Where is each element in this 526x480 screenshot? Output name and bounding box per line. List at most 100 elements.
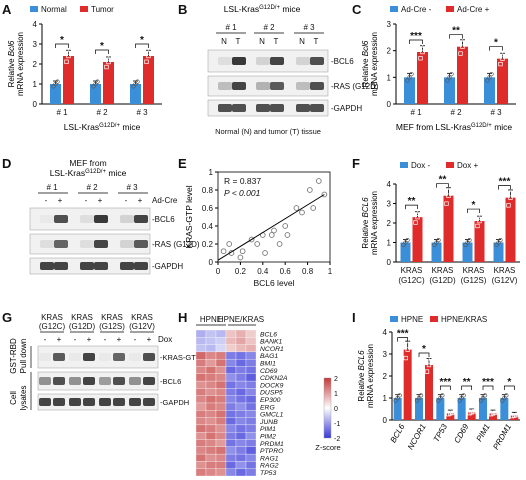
h-gene-label: BAG1 — [260, 353, 278, 360]
h-cell — [205, 468, 217, 477]
h-cell — [205, 461, 217, 469]
panel-a-chart: 0 1 2 3 4 Relative Bcl6mRNA expression * # 1 * # … — [7, 5, 162, 132]
d-band-label: -GAPDH — [152, 262, 183, 271]
e-y-tick-label: 0 — [209, 258, 214, 267]
i-point — [514, 412, 519, 418]
b-group-label: # 1 — [225, 23, 237, 32]
e-y-tick-label: 0.4 — [202, 222, 214, 231]
d-band — [80, 240, 94, 248]
g-col-label: (G12D) — [69, 322, 96, 331]
d-band — [54, 262, 68, 270]
h-cell — [195, 380, 207, 389]
g-band — [69, 353, 81, 361]
g-band — [129, 353, 141, 361]
c-legend-swatch — [446, 6, 454, 12]
h-scale-label: -1 — [334, 421, 340, 428]
e-point — [276, 241, 283, 247]
c-bar-b — [417, 52, 428, 104]
a-y-tick-label: 1 — [33, 80, 38, 89]
i-sig-label: *** — [439, 377, 451, 388]
i-y-tick-label: 4 — [383, 328, 388, 337]
g-band — [99, 353, 111, 361]
g-band — [39, 353, 51, 361]
h-gene-label: PIM2 — [260, 434, 276, 441]
f-sig-bracket — [467, 208, 480, 214]
c-point — [500, 56, 505, 61]
c-bar-b — [457, 46, 468, 104]
h-cell — [215, 424, 227, 433]
h-cell — [235, 329, 247, 338]
e-y-label: KRAS-GTP level — [184, 185, 194, 248]
g-treat-label: - — [44, 335, 47, 344]
d-treat-label: - — [85, 196, 88, 205]
g-band — [39, 377, 51, 385]
panel-b-blot: LSL-KrasG12D/+ mice# 1 # 2 # 3N T N T N T-BCL6-… — [207, 4, 379, 136]
g-band — [53, 398, 65, 406]
f-point — [413, 220, 418, 225]
g-band — [143, 377, 155, 385]
i-sig-label: * — [507, 377, 511, 388]
d-group-label: # 2 — [86, 183, 98, 192]
d-title: LSL-KrasG12D/+ mice — [50, 168, 127, 178]
a-point — [148, 48, 153, 53]
h-cell — [225, 453, 237, 462]
h-gene-label: PRDM1 — [260, 441, 284, 448]
h-cell — [215, 395, 227, 404]
h-cell — [245, 453, 257, 462]
h-cell — [245, 373, 257, 382]
d-treat-label: + — [138, 196, 143, 205]
h-cell — [195, 417, 207, 426]
h-cell — [195, 453, 207, 462]
f-point — [415, 214, 420, 220]
b-lane-label: N — [259, 37, 265, 46]
e-point — [226, 241, 233, 247]
h-cell — [245, 461, 257, 469]
h-gene-label: PTPRO — [260, 448, 284, 455]
a-bar-a — [130, 84, 141, 104]
h-cell — [205, 402, 217, 411]
c-bar-a — [404, 77, 415, 104]
f-bar-b — [474, 221, 485, 262]
f-y-tick-label: 2 — [387, 219, 392, 228]
e-x-tick-label: 0.6 — [280, 267, 292, 276]
f-point — [467, 238, 472, 243]
i-point — [426, 362, 432, 368]
h-cell — [225, 446, 237, 455]
i-sig-bracket — [482, 385, 494, 390]
f-legend-swatch — [400, 162, 408, 168]
b-band — [310, 104, 324, 112]
d-band — [40, 240, 54, 248]
e-point — [310, 205, 317, 211]
h-cell — [215, 461, 227, 469]
f-sig-label: *** — [499, 177, 511, 188]
c-bar-b — [497, 58, 508, 104]
b-band-label: -BCL6 — [331, 57, 354, 66]
i-point — [416, 395, 422, 401]
c-x-tick-label: # 3 — [490, 108, 502, 117]
c-point — [449, 71, 454, 77]
i-bar-a — [479, 398, 487, 420]
h-cell — [235, 351, 247, 360]
i-sig-label: ** — [463, 377, 471, 388]
f-point — [446, 193, 451, 198]
h-cell — [245, 402, 257, 411]
h-gene-label: RAG2 — [260, 463, 279, 470]
h-cell — [195, 402, 207, 411]
f-point — [417, 209, 422, 214]
h-cell — [235, 461, 247, 469]
h-cell — [245, 424, 257, 433]
h-cell — [195, 468, 207, 477]
h-cell — [195, 337, 207, 345]
e-y-tick-label: 0.2 — [202, 240, 214, 249]
h-cell — [225, 439, 237, 447]
e-p-value: P < 0.001 — [224, 188, 261, 198]
b-band — [270, 57, 284, 65]
h-gene-label: PIM1 — [260, 426, 276, 433]
f-sig-label: * — [472, 200, 476, 211]
i-legend-swatch — [390, 316, 398, 322]
f-bar-a — [462, 242, 473, 262]
h-cell — [245, 410, 257, 418]
